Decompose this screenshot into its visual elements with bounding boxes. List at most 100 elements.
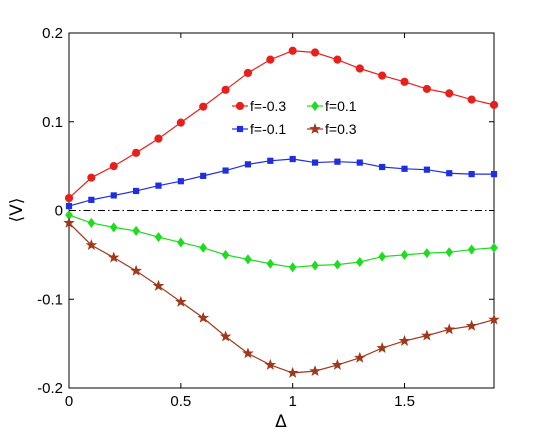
series-line [68,158,494,207]
data-point [199,242,208,253]
x-axis-label: Δ [275,412,287,432]
data-point [286,366,299,378]
data-point [266,55,275,64]
data-point [310,48,320,57]
legend-marker [311,100,319,112]
data-point [133,187,140,195]
data-point [288,46,297,55]
data-point [132,148,141,157]
data-point [355,64,364,73]
data-point [109,162,118,171]
data-point [378,71,387,80]
data-point [242,347,254,359]
series-line [68,222,495,374]
data-point [244,254,252,265]
data-point [376,341,388,353]
data-point [177,237,185,248]
data-point [267,157,274,164]
data-point [87,217,96,228]
data-point [443,323,456,335]
y-axis-label: ⟨V⟩ [7,198,27,223]
x-tick-label: 0.5 [170,393,191,410]
legend: f=-0.3 f=-0.1 f=0.1 f=0.3 [232,98,357,137]
data-point [468,171,475,178]
data-point [400,249,409,260]
data-point [378,251,386,262]
series-1 [65,155,498,210]
data-point [289,155,296,163]
legend-label: f=0.3 [325,121,357,137]
series-0 [64,46,499,203]
data-point [423,166,430,173]
data-point [107,251,120,263]
data-point [243,68,253,78]
data-point [333,55,342,64]
data-point [398,334,411,346]
data-point [175,295,187,307]
legend-marker [235,101,245,111]
data-point [288,262,297,273]
series-3 [63,216,500,378]
data-point [331,358,344,370]
data-point [490,171,498,178]
data-point [266,258,275,269]
data-point [465,319,478,331]
data-point [445,89,454,98]
data-point [264,358,277,370]
data-point [311,159,319,166]
data-point [155,182,162,189]
data-point [400,77,409,86]
data-point [88,196,95,203]
data-point [445,247,454,258]
data-point [355,256,364,268]
data-point [379,163,386,171]
data-point [334,158,341,165]
data-point [176,118,185,127]
data-point [423,248,431,259]
legend-item: f=0.1 [307,98,357,114]
data-point [85,239,98,251]
legend-item: f=-0.3 [232,98,286,114]
data-point [309,365,321,377]
legend-label: f=0.1 [325,98,357,114]
data-point [65,202,73,210]
data-point [64,193,74,203]
data-point [467,95,476,104]
data-point [154,232,163,243]
data-point [356,159,363,166]
data-point [488,313,500,325]
data-point [152,279,165,291]
data-point [446,170,453,177]
series-2 [65,209,498,273]
data-point [177,178,184,185]
legend-marker [309,122,321,134]
y-tick-label: -0.1 [37,291,63,308]
y-tick-label: 0.2 [42,25,63,42]
data-point [467,244,476,255]
x-tick-label: 0 [65,393,73,410]
legend-marker [236,125,244,133]
data-point [109,222,118,233]
data-point [354,351,366,363]
data-point [110,192,117,199]
data-point [132,225,140,236]
data-point [222,167,229,174]
data-point [490,242,498,253]
x-tick-label: 1 [289,393,297,410]
y-tick-label: 0.1 [42,114,63,131]
series-line [68,214,495,268]
data-point [197,311,209,323]
data-point [63,216,75,228]
legend-item: f=-0.1 [232,121,286,137]
legend-label: f=-0.3 [250,98,286,114]
data-point [311,260,319,271]
data-point [422,84,431,94]
data-point [130,264,142,276]
data-point [199,102,208,111]
data-point [200,172,207,179]
legend-label: f=-0.1 [250,121,286,137]
data-point [221,85,230,94]
data-point [87,173,96,182]
data-point [219,330,232,342]
